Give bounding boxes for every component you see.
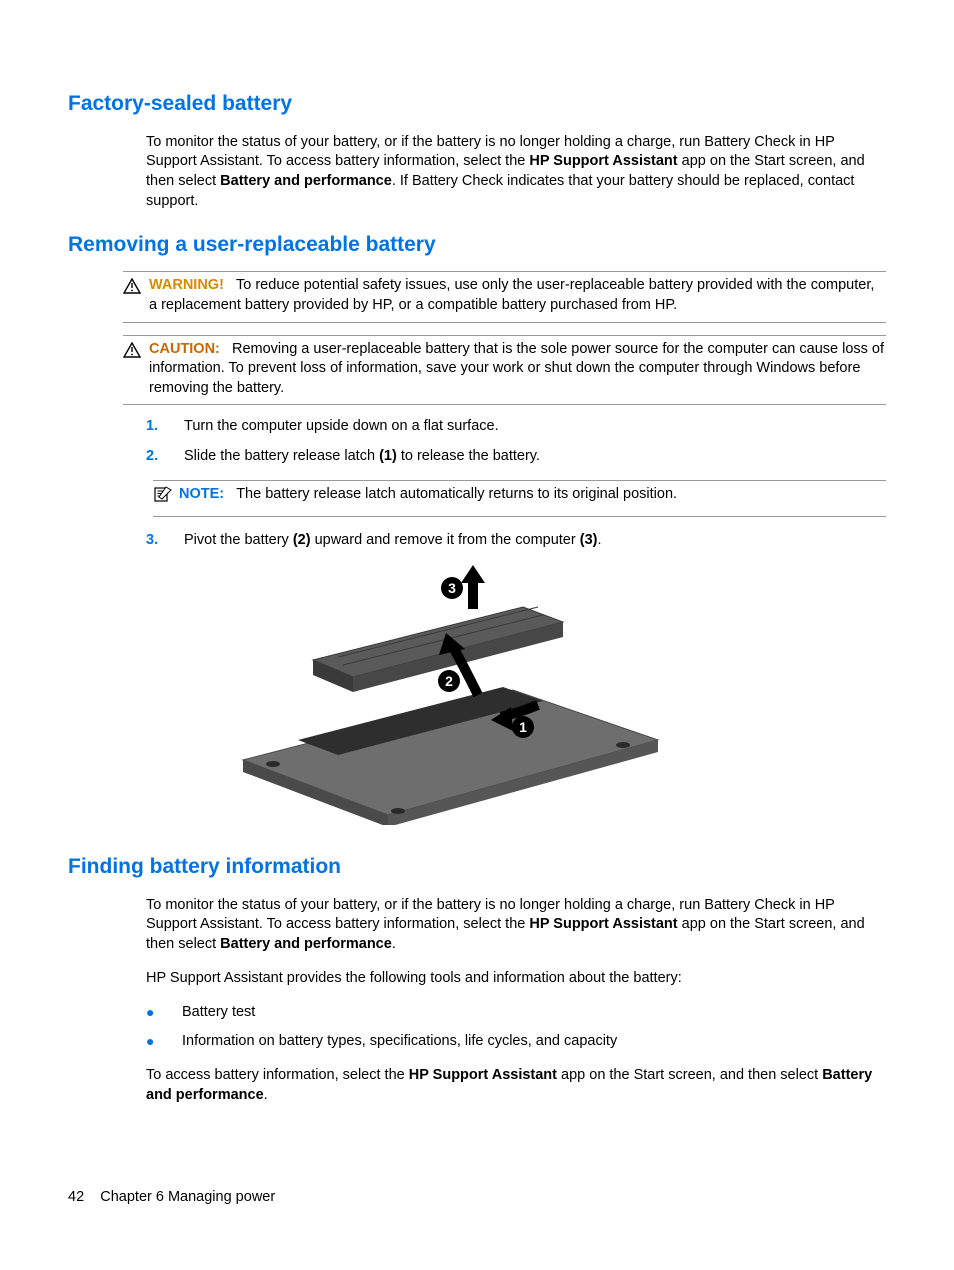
bold-text: HP Support Assistant	[529, 153, 677, 169]
list-item: ● Battery test	[146, 1003, 886, 1023]
caution-box: CAUTION: Removing a user-replaceable bat…	[123, 335, 886, 406]
heading-factory-sealed: Factory-sealed battery	[68, 90, 886, 118]
step-text: Pivot the battery (2) upward and remove …	[184, 531, 602, 551]
heading-removing-battery: Removing a user-replaceable battery	[68, 231, 886, 259]
step-item: 2. Slide the battery release latch (1) t…	[146, 447, 886, 467]
battery-removal-illustration: 3 2 1	[203, 565, 886, 832]
note-icon	[153, 485, 173, 510]
list-item: ● Information on battery types, specifica…	[146, 1032, 886, 1052]
page-footer: 42 Chapter 6 Managing power	[68, 1188, 275, 1208]
step-text: Slide the battery release latch (1) to r…	[184, 447, 540, 467]
bullet-list: ● Battery test ● Information on battery ty…	[146, 1003, 886, 1052]
step-number: 2.	[146, 447, 162, 467]
callout-1: 1	[519, 719, 527, 735]
steps-list-continued: 3. Pivot the battery (2) upward and remo…	[146, 531, 886, 551]
paragraph: To monitor the status of your battery, o…	[146, 133, 886, 211]
paragraph: HP Support Assistant provides the follow…	[146, 969, 886, 989]
caution-text: CAUTION: Removing a user-replaceable bat…	[149, 340, 886, 399]
heading-finding-info: Finding battery information	[68, 853, 886, 881]
callout-2: 2	[445, 673, 453, 689]
step-item: 1. Turn the computer upside down on a fl…	[146, 417, 886, 437]
step-text: Turn the computer upside down on a flat …	[184, 417, 499, 437]
caution-label: CAUTION:	[149, 341, 220, 357]
chapter-label: Chapter 6 Managing power	[100, 1189, 275, 1205]
text: The battery release latch automatically …	[236, 486, 677, 502]
step-number: 3.	[146, 531, 162, 551]
warning-box: WARNING! To reduce potential safety issu…	[123, 271, 886, 322]
text: Removing a user-replaceable battery that…	[149, 341, 884, 396]
bullet-text: Battery test	[182, 1003, 255, 1023]
warning-label: WARNING!	[149, 277, 224, 293]
paragraph: To access battery information, select th…	[146, 1066, 886, 1105]
step-item: 3. Pivot the battery (2) upward and remo…	[146, 531, 886, 551]
warning-icon	[123, 276, 143, 301]
note-text: NOTE: The battery release latch automati…	[179, 485, 677, 505]
bullet-icon: ●	[146, 1032, 156, 1052]
note-label: NOTE:	[179, 486, 224, 502]
warning-text: WARNING! To reduce potential safety issu…	[149, 276, 886, 315]
note-box: NOTE: The battery release latch automati…	[153, 480, 886, 517]
section-finding-info: Finding battery information To monitor t…	[68, 853, 886, 1105]
step-number: 1.	[146, 417, 162, 437]
callout-3: 3	[448, 580, 456, 596]
bullet-text: Information on battery types, specificat…	[182, 1032, 617, 1052]
bullet-icon: ●	[146, 1003, 156, 1023]
steps-list: 1. Turn the computer upside down on a fl…	[146, 417, 886, 466]
section-factory-sealed: Factory-sealed battery To monitor the st…	[68, 90, 886, 211]
caution-icon	[123, 340, 143, 365]
section-removing-battery: Removing a user-replaceable battery WARN…	[68, 231, 886, 831]
paragraph: To monitor the status of your battery, o…	[146, 896, 886, 955]
page-number: 42	[68, 1189, 84, 1205]
text: To reduce potential safety issues, use o…	[149, 277, 874, 313]
bold-text: Battery and performance	[220, 173, 392, 189]
